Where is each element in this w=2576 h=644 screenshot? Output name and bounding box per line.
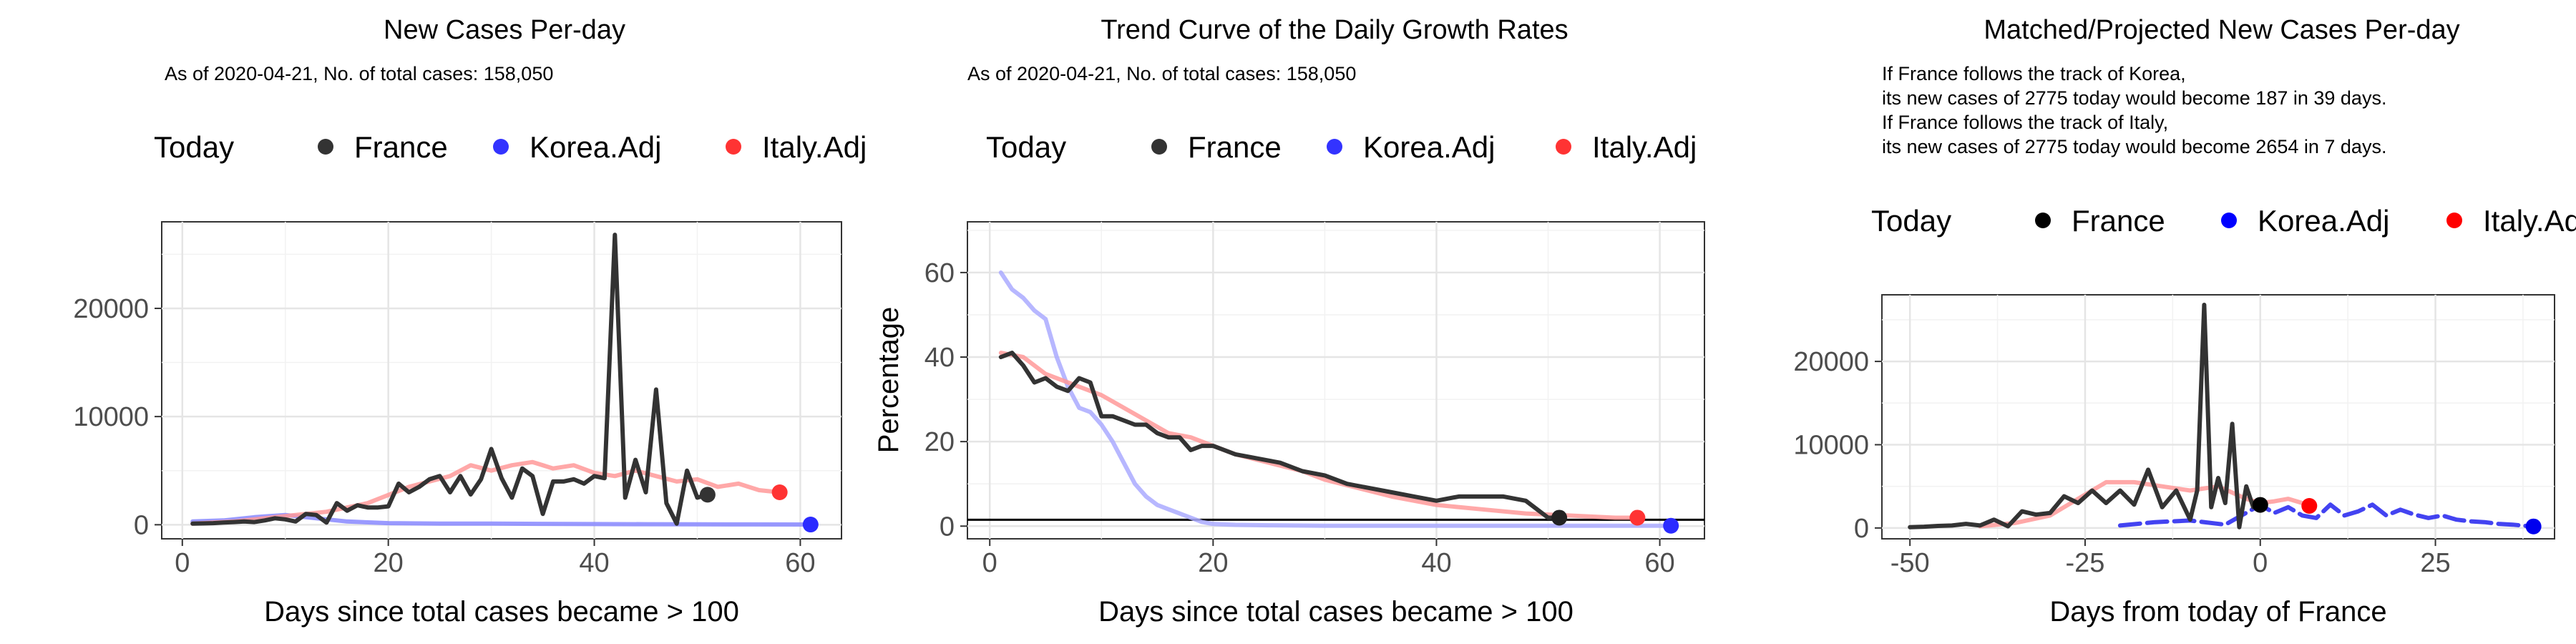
series-line-italy-adj [1978,479,2312,529]
y-tick-label: 0 [940,512,955,542]
series-line-france [998,351,1562,520]
today-marker-korea-adj [2525,518,2542,535]
legend-key-france [318,139,333,155]
today-marker-korea-adj [1663,517,1679,534]
x-tick-label: 40 [1421,548,1451,578]
panel-title: Trend Curve of the Daily Growth Rates [1101,15,1568,45]
x-tick-label: -25 [2065,548,2104,578]
legend: Today France Korea.Adj Italy.Adj [1871,204,2576,238]
legend-key-italy-adj [1556,139,1571,155]
y-tick-label: 10000 [1793,430,1869,460]
y-tick-label: 20000 [73,294,149,324]
today-marker-italy-adj [2301,497,2318,514]
y-tick-label: 40 [924,343,955,373]
legend-label: Korea.Adj [2258,204,2389,238]
today-marker-italy-adj [1629,509,1646,526]
legend-key-korea-adj [2221,213,2237,228]
x-tick-label: 20 [374,548,404,578]
panel-title: New Cases Per-day [384,15,625,45]
x-tick-label: 0 [982,548,997,578]
x-axis-label: Days since total cases became > 100 [1098,596,1574,628]
annotation-block: If France follows the track of Korea, it… [1882,63,2386,157]
plot-panel [1881,294,2555,540]
y-tick-label: 0 [1854,514,1869,544]
x-tick-label: -50 [1890,548,1930,578]
x-tick-label: 25 [2420,548,2450,578]
legend-title: Today [1871,204,1951,238]
annotation-line: If France follows the track of Korea, [1882,63,2186,84]
legend-key-france [1151,139,1167,155]
y-tick-label: 0 [134,510,149,540]
panel-subtitle: As of 2020-04-21, No. of total cases: 15… [165,63,553,84]
annotation-line: its new cases of 2775 today would become… [1882,87,2386,109]
legend-label: Italy.Adj [1592,130,1697,164]
legend-key-italy-adj [2446,213,2462,228]
annotation-line: If France follows the track of Italy, [1882,112,2168,133]
legend-label: France [354,130,448,164]
plot-panel [161,221,842,540]
legend: Today France Korea.Adj Italy.Adj [986,130,1697,164]
legend-key-italy-adj [726,139,741,155]
legend-label: Italy.Adj [2483,204,2576,238]
today-marker-france [1551,509,1568,526]
legend-label: France [1188,130,1282,164]
x-tick-label: 0 [175,548,190,578]
series-line-france [190,233,710,526]
today-marker-france [699,487,716,503]
x-tick-label: 60 [785,548,815,578]
y-tick-label: 20000 [1793,347,1869,377]
y-axis-label: Percentage [873,307,904,454]
today-marker-italy-adj [771,484,788,500]
x-axis-label: Days since total cases became > 100 [264,596,739,628]
y-tick-label: 20 [924,427,955,457]
legend-label: Korea.Adj [530,130,661,164]
x-axis-label: Days from today of France [2049,596,2386,628]
plot-area: 0 20 40 60 0 10000 20000 [73,222,841,578]
legend-title: Today [154,130,234,164]
plot-area: -50 -25 0 25 0 10000 20000 [1793,295,2555,578]
legend-title: Today [986,130,1066,164]
panel-title: Matched/Projected New Cases Per-day [1984,15,2459,45]
legend: Today France Korea.Adj Italy.Adj [154,130,867,164]
x-tick-label: 20 [1198,548,1228,578]
y-tick-label: 10000 [73,402,149,432]
panel-new-cases: New Cases Per-day As of 2020-04-21, No. … [73,15,867,628]
series-line-france [1908,303,2263,530]
panel-growth-rates: Trend Curve of the Daily Growth Rates As… [873,15,1705,628]
today-marker-france [2252,497,2268,513]
legend-label: Italy.Adj [762,130,867,164]
panel-subtitle: As of 2020-04-21, No. of total cases: 15… [967,63,1356,84]
legend-key-france [2035,213,2051,228]
series-line-korea-adj [998,270,1674,528]
today-marker-korea-adj [802,517,819,533]
x-tick-label: 0 [2253,548,2268,578]
panel-projected-cases: Matched/Projected New Cases Per-day If F… [1793,15,2576,628]
annotation-line: its new cases of 2775 today would become… [1882,136,2386,157]
y-tick-label: 60 [924,258,955,288]
x-tick-label: 60 [1644,548,1674,578]
legend-label: France [2072,204,2165,238]
plot-area: 0 20 40 60 0 20 40 60 [924,222,1704,578]
legend-label: Korea.Adj [1363,130,1495,164]
legend-key-korea-adj [493,139,509,155]
x-tick-label: 40 [579,548,609,578]
legend-key-korea-adj [1327,139,1342,155]
